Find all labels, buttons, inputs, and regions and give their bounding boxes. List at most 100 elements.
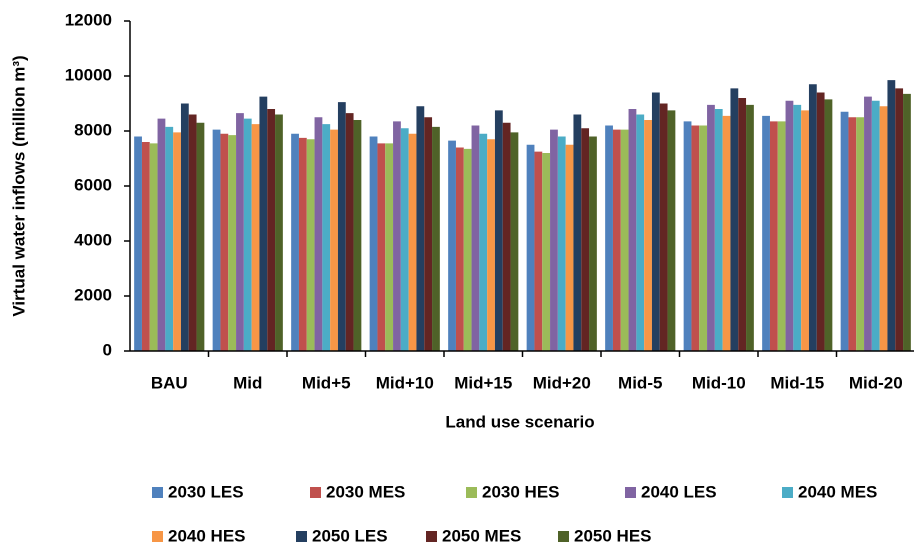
legend-label: 2050 LES: [312, 526, 388, 545]
bar: [165, 126, 174, 351]
bar: [620, 129, 629, 351]
bar: [424, 117, 433, 351]
bar: [808, 84, 817, 351]
bar: [659, 103, 668, 351]
bar: [714, 109, 723, 351]
legend-swatch: [296, 531, 307, 542]
bar: [432, 126, 440, 351]
bar: [180, 103, 189, 351]
legend-swatch: [152, 487, 163, 498]
x-tick-label: Mid-15: [770, 373, 824, 392]
y-tick-label: 12000: [65, 10, 112, 29]
bar: [746, 104, 754, 351]
bar: [762, 115, 770, 351]
bar: [840, 111, 849, 351]
y-axis-title: Virtual water inflows (million m³): [9, 55, 28, 316]
x-tick-label: Mid-20: [849, 373, 903, 392]
bar: [416, 106, 425, 351]
bar: [816, 92, 825, 351]
x-tick-label: Mid+10: [376, 373, 434, 392]
bar: [220, 133, 229, 351]
bar: [769, 121, 778, 351]
bar: [903, 93, 911, 351]
bar: [565, 144, 574, 351]
bar: [298, 137, 307, 351]
bar: [785, 100, 794, 351]
bar: [793, 104, 802, 351]
legend-swatch: [558, 531, 569, 542]
bar: [275, 114, 283, 351]
bar: [644, 120, 652, 351]
bar: [393, 121, 401, 351]
x-axis-title: Land use scenario: [445, 412, 594, 431]
bar: [173, 132, 181, 351]
bar: [251, 124, 260, 351]
bar: [337, 102, 346, 351]
x-tick-label: Mid-10: [692, 373, 746, 392]
bar: [691, 125, 700, 351]
bar: [448, 140, 456, 351]
bar: [887, 80, 896, 351]
x-tick-label: Mid-5: [618, 373, 662, 392]
legend-swatch: [625, 487, 636, 498]
legend-label: 2040 MES: [798, 482, 877, 501]
bar: [651, 92, 660, 351]
y-tick-label: 10000: [65, 65, 112, 84]
x-tick-label: Mid+20: [533, 373, 591, 392]
bar: [589, 136, 597, 351]
bar: [557, 136, 566, 351]
bar: [463, 148, 472, 351]
legend-label: 2030 LES: [168, 482, 244, 501]
legend-label: 2050 HES: [574, 526, 652, 545]
y-tick-label: 0: [103, 340, 112, 359]
bar: [322, 124, 331, 351]
legend-label: 2030 MES: [326, 482, 405, 501]
legend-swatch: [152, 531, 163, 542]
y-tick-label: 8000: [74, 120, 112, 139]
bar: [408, 133, 417, 351]
bar: [353, 120, 362, 351]
bar: [377, 143, 386, 351]
bar: [581, 128, 590, 351]
bar: [141, 142, 150, 351]
bar: [455, 147, 464, 351]
bar: [699, 125, 708, 351]
x-tick-label: Mid+15: [454, 373, 512, 392]
bar: [479, 133, 488, 351]
bar: [188, 114, 197, 351]
bar: [879, 106, 888, 351]
legend-swatch: [310, 487, 321, 498]
bar: [134, 136, 142, 351]
bar: [722, 115, 731, 351]
bar: [612, 129, 621, 351]
bar: [628, 109, 637, 351]
legend-label: 2030 HES: [482, 482, 560, 501]
bar: [848, 117, 857, 351]
bar: [526, 144, 535, 351]
bar: [777, 121, 786, 351]
bar: [856, 117, 865, 351]
bar: [345, 113, 354, 351]
y-tick-label: 4000: [74, 230, 112, 249]
bar: [471, 125, 480, 351]
legend-label: 2040 HES: [168, 526, 246, 545]
bar: [314, 117, 323, 351]
bar: [542, 153, 551, 351]
bar: [494, 110, 503, 351]
bar: [502, 122, 511, 351]
bar: [306, 139, 315, 351]
y-tick-label: 2000: [74, 285, 112, 304]
x-tick-label: Mid: [233, 373, 262, 392]
bar: [636, 114, 645, 351]
legend-swatch: [466, 487, 477, 498]
legend-swatch: [782, 487, 793, 498]
bar: [573, 114, 582, 351]
bar: [291, 133, 299, 351]
bar: [157, 118, 166, 351]
legend-label: 2040 LES: [641, 482, 717, 501]
bar: [330, 129, 338, 351]
bar: [369, 136, 378, 351]
bar: [385, 143, 394, 351]
bar: [259, 96, 268, 351]
bar: [895, 88, 904, 351]
